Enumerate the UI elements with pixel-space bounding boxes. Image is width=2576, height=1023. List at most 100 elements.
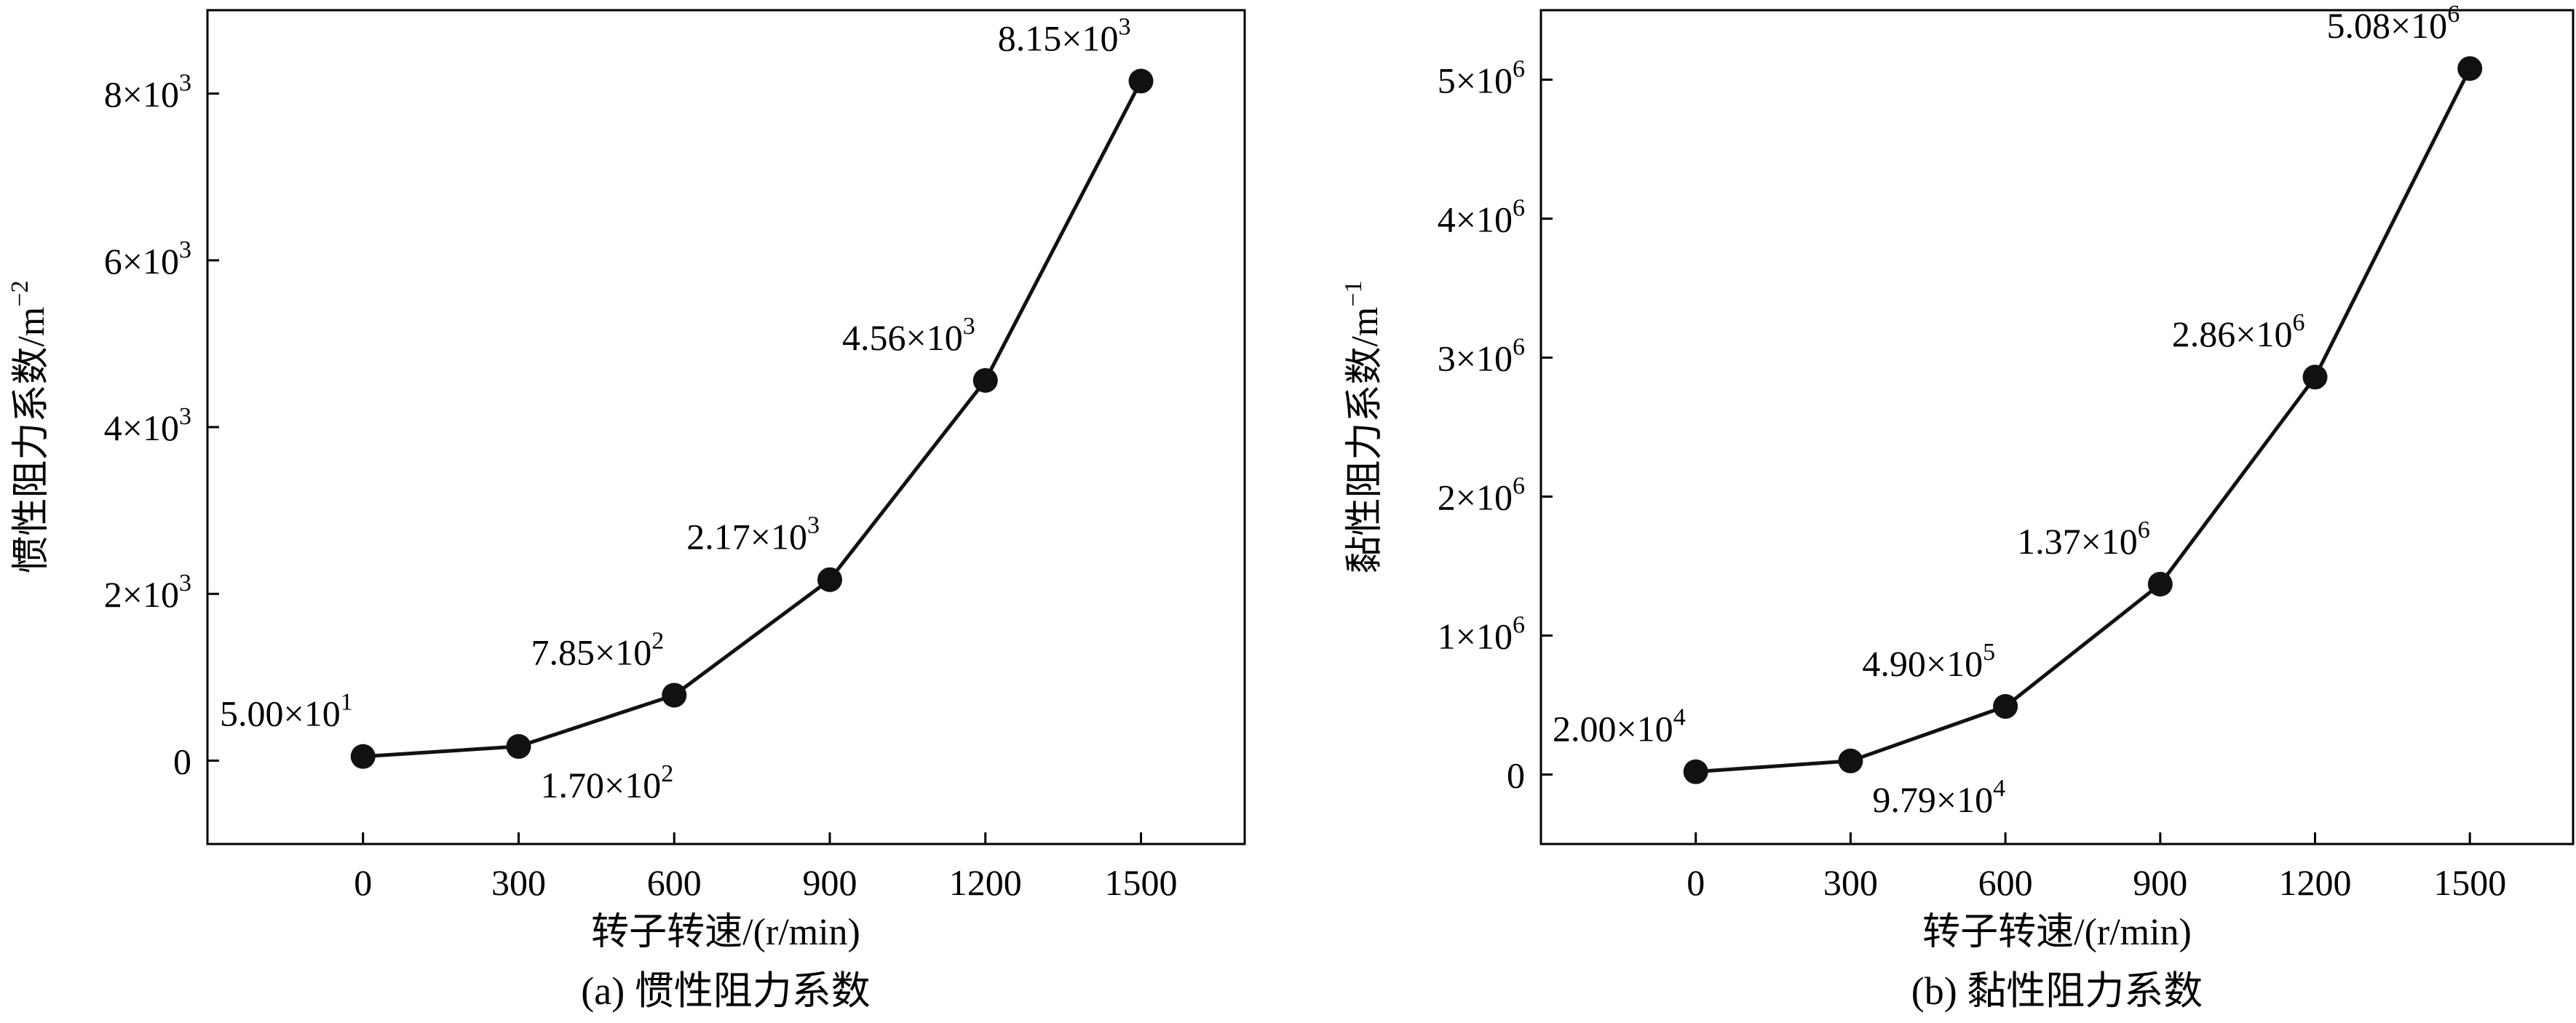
- y-tick-label: 4×106: [1438, 195, 1525, 240]
- y-tick-label-base: 4×10: [104, 407, 179, 448]
- data-point: [1128, 68, 1154, 94]
- x-axis-title: 转子转速/(r/min): [1922, 912, 2192, 953]
- y-tick-label: 4×103: [104, 403, 191, 448]
- y-axis-title-base: 惯性阻力系数/m: [11, 307, 52, 574]
- y-tick-label: 6×103: [104, 236, 191, 282]
- data-label: 1.37×106: [2017, 517, 2150, 562]
- data-label-exponent: 1: [341, 689, 353, 716]
- data-label-base: 7.85×10: [531, 632, 652, 672]
- plot-frame: [206, 9, 1246, 845]
- y-tick-label-base: 5×10: [1438, 60, 1513, 101]
- y-tick-label: 2×103: [104, 570, 191, 615]
- y-tick-label-exponent: 6: [1513, 195, 1525, 222]
- y-tick-label-base: 0: [1507, 755, 1525, 796]
- data-point: [2302, 365, 2328, 390]
- chart-inertial-resistance: 0 300 600 900 1200 150002×1034×1036×1038×103转…: [7, 9, 1246, 1013]
- y-tick-label: 0: [173, 741, 191, 781]
- data-label-base: 2.17×10: [686, 517, 807, 557]
- data-label: 9.79×104: [1872, 775, 2005, 820]
- data-point: [817, 567, 842, 592]
- y-axis-title-exponent: −2: [7, 280, 33, 306]
- data-point: [1683, 759, 1708, 784]
- x-axis-title: 转子转速/(r/min): [591, 912, 860, 953]
- data-label-base: 4.90×10: [1862, 643, 1983, 684]
- data-label: 2.86×106: [2172, 309, 2305, 354]
- data-label: 1.70×102: [541, 760, 674, 805]
- data-label-exponent: 2: [651, 627, 664, 654]
- data-label-exponent: 4: [1993, 775, 2005, 802]
- data-label-base: 1.37×10: [2017, 521, 2138, 562]
- data-label: 4.90×105: [1862, 639, 1995, 684]
- data-point: [2147, 571, 2173, 597]
- x-tick-label: 1500: [1105, 862, 1178, 903]
- data-label: 5.00×101: [220, 689, 353, 734]
- data-label-base: 5.00×10: [220, 693, 341, 734]
- y-tick-label-exponent: 6: [1513, 473, 1525, 500]
- chart-caption: (b) 黏性阻力系数: [1911, 969, 2203, 1013]
- y-tick-label: 0: [1507, 755, 1525, 796]
- data-label-exponent: 3: [1119, 13, 1131, 40]
- data-point: [506, 733, 531, 759]
- y-tick-label-base: 2×10: [1438, 477, 1513, 518]
- y-tick-label-base: 0: [173, 741, 191, 781]
- data-label-exponent: 6: [2138, 517, 2150, 544]
- data-label-exponent: 3: [807, 512, 820, 539]
- series-line: [362, 80, 1143, 759]
- y-tick-label: 3×106: [1438, 334, 1525, 379]
- y-tick-label-base: 6×10: [104, 241, 179, 282]
- chart-viscous-resistance: 0 300 600 900 1200 150001×1062×1063×1064×1065…: [1340, 1, 2575, 1013]
- data-label-base: 1.70×10: [541, 765, 662, 805]
- data-label: 2.17×103: [686, 512, 820, 557]
- x-tick-label: 300: [1823, 862, 1878, 903]
- y-tick-label-exponent: 3: [179, 403, 191, 430]
- x-tick-label: 300: [491, 862, 546, 903]
- y-tick-label: 5×106: [1438, 56, 1525, 101]
- y-tick-label: 2×106: [1438, 473, 1525, 518]
- data-label-exponent: 5: [1983, 639, 1995, 666]
- data-label-base: 2.86×10: [2172, 314, 2293, 354]
- y-tick-label-base: 2×10: [104, 574, 179, 615]
- data-point: [350, 744, 376, 769]
- x-tick-label: 600: [1978, 862, 2033, 903]
- plot-frame: [1539, 9, 2575, 845]
- y-axis-title: 惯性阻力系数/m−2: [7, 280, 52, 573]
- y-tick-label-exponent: 3: [179, 570, 191, 597]
- y-tick-label-exponent: 3: [179, 70, 191, 97]
- data-label-base: 5.08×10: [2326, 5, 2447, 46]
- y-tick-label-exponent: 6: [1513, 612, 1525, 639]
- y-tick-label: 1×106: [1438, 612, 1525, 657]
- y-tick-label-exponent: 6: [1513, 56, 1525, 83]
- data-label-base: 2.00×10: [1553, 709, 1673, 749]
- y-axis-title: 黏性阻力系数/m−1: [1340, 280, 1386, 573]
- y-tick-label: 8×103: [104, 70, 191, 115]
- data-point: [1993, 693, 2018, 719]
- data-point: [1838, 748, 1863, 773]
- data-point: [972, 367, 998, 393]
- y-tick-label-exponent: 3: [179, 236, 191, 263]
- data-label-exponent: 6: [2447, 1, 2460, 28]
- data-label-exponent: 3: [963, 313, 975, 340]
- data-label-base: 4.56×10: [842, 317, 963, 358]
- y-tick-label-base: 4×10: [1438, 199, 1513, 240]
- data-point: [2457, 56, 2483, 81]
- data-label: 8.15×103: [998, 13, 1131, 58]
- data-label-exponent: 4: [1673, 704, 1686, 731]
- data-label-exponent: 6: [2293, 309, 2305, 336]
- x-tick-label: 1200: [949, 862, 1022, 903]
- chart-caption: (a) 惯性阻力系数: [581, 969, 870, 1013]
- data-point: [662, 682, 687, 708]
- y-axis-title-base: 黏性阻力系数/m: [1344, 307, 1386, 574]
- x-tick-label: 600: [647, 862, 702, 903]
- data-label: 4.56×103: [842, 313, 975, 358]
- x-tick-label: 1500: [2433, 862, 2506, 903]
- y-tick-label-exponent: 6: [1513, 334, 1525, 361]
- data-label: 2.00×104: [1553, 704, 1686, 749]
- x-tick-label: 0: [1687, 862, 1705, 903]
- x-tick-label: 900: [2133, 862, 2187, 903]
- data-label: 7.85×102: [531, 627, 665, 672]
- y-tick-label-base: 3×10: [1438, 338, 1513, 379]
- data-label: 5.08×106: [2326, 1, 2460, 46]
- x-tick-label: 900: [803, 862, 857, 903]
- data-label-base: 8.15×10: [998, 17, 1119, 58]
